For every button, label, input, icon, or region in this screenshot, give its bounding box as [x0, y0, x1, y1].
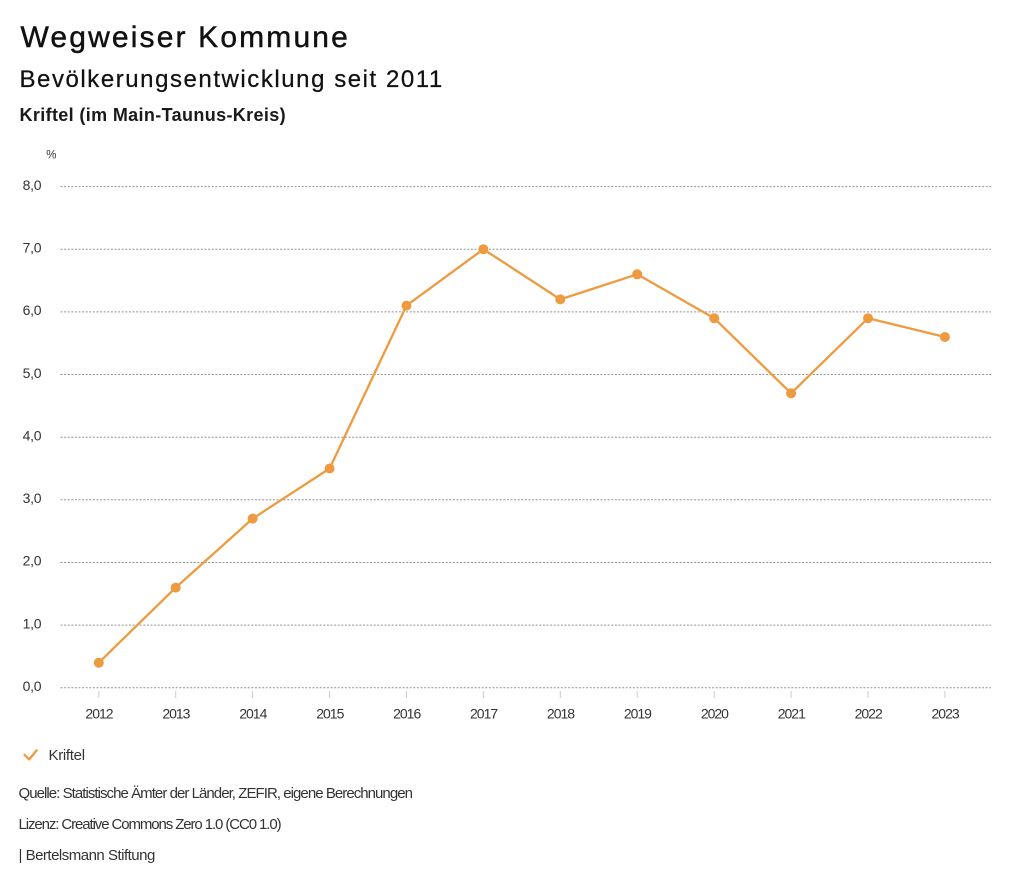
svg-text:6,0: 6,0 [23, 302, 42, 318]
svg-text:2021: 2021 [778, 705, 806, 721]
svg-text:0,0: 0,0 [23, 678, 42, 694]
svg-text:2014: 2014 [239, 705, 267, 721]
svg-text:2015: 2015 [316, 705, 344, 721]
svg-text:2,0: 2,0 [23, 553, 42, 569]
svg-text:5,0: 5,0 [23, 365, 42, 381]
svg-text:2020: 2020 [701, 705, 729, 721]
svg-text:%: % [46, 150, 56, 162]
svg-text:3,0: 3,0 [23, 490, 42, 506]
svg-text:8,0: 8,0 [23, 177, 42, 193]
svg-text:2016: 2016 [393, 705, 421, 721]
svg-text:2022: 2022 [855, 705, 883, 721]
svg-text:2012: 2012 [85, 705, 113, 721]
svg-text:2019: 2019 [624, 705, 652, 721]
svg-text:2013: 2013 [162, 705, 190, 721]
svg-text:4,0: 4,0 [23, 427, 42, 443]
svg-text:7,0: 7,0 [23, 240, 42, 256]
svg-text:2018: 2018 [547, 705, 575, 721]
svg-text:1,0: 1,0 [23, 615, 42, 631]
svg-text:2017: 2017 [470, 705, 498, 721]
svg-text:2023: 2023 [932, 705, 960, 721]
